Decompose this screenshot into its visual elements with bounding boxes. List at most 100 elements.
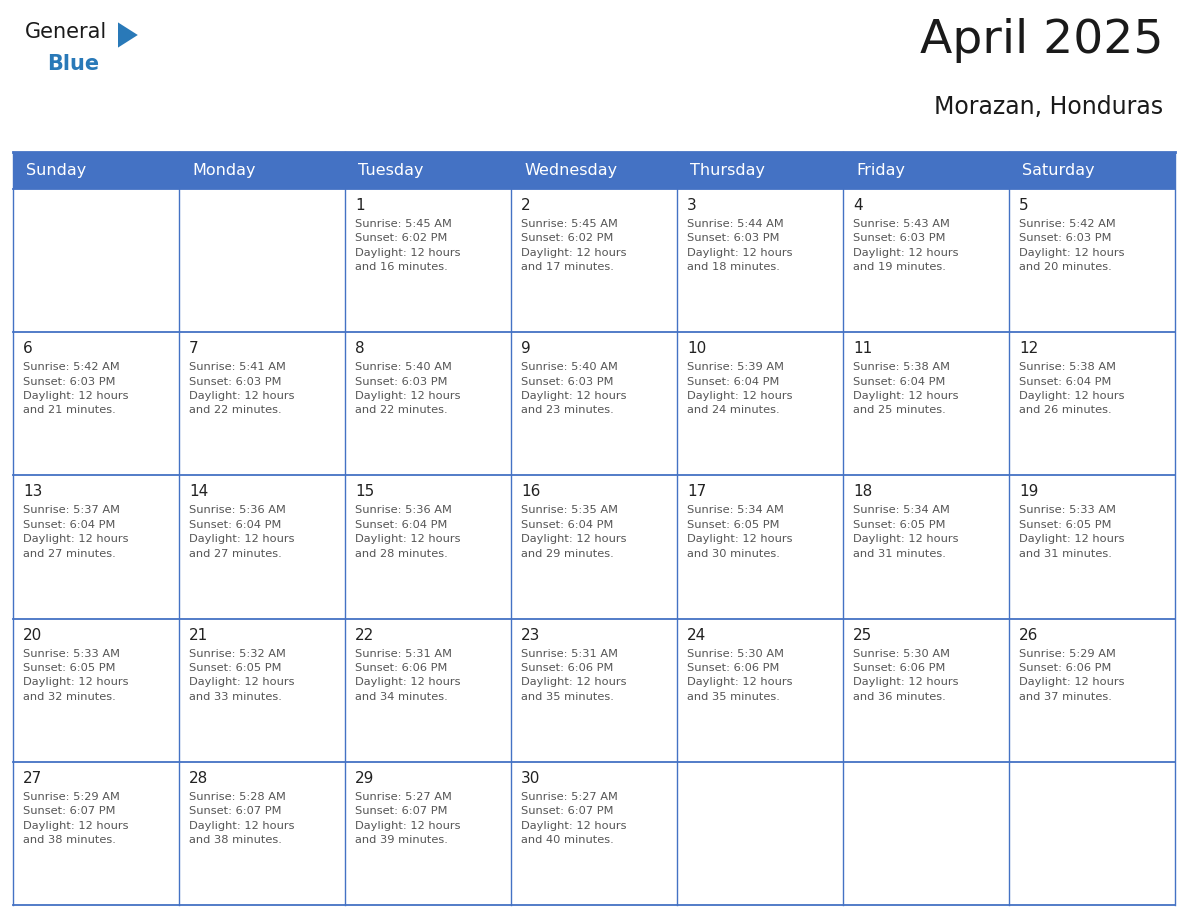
Text: Sunrise: 5:31 AM
Sunset: 6:06 PM
Daylight: 12 hours
and 35 minutes.: Sunrise: 5:31 AM Sunset: 6:06 PM Dayligh…: [522, 649, 626, 701]
Bar: [345, 762, 511, 905]
Text: Sunrise: 5:45 AM
Sunset: 6:02 PM
Daylight: 12 hours
and 16 minutes.: Sunrise: 5:45 AM Sunset: 6:02 PM Dayligh…: [355, 219, 461, 273]
Text: 8: 8: [355, 341, 365, 356]
Bar: [13, 152, 1175, 189]
Bar: [843, 476, 1009, 619]
Text: 2: 2: [522, 198, 531, 213]
Text: Sunrise: 5:40 AM
Sunset: 6:03 PM
Daylight: 12 hours
and 22 minutes.: Sunrise: 5:40 AM Sunset: 6:03 PM Dayligh…: [355, 363, 461, 416]
Bar: [1009, 762, 1175, 905]
Text: Sunrise: 5:29 AM
Sunset: 6:06 PM
Daylight: 12 hours
and 37 minutes.: Sunrise: 5:29 AM Sunset: 6:06 PM Dayligh…: [1019, 649, 1125, 701]
Bar: [843, 189, 1009, 332]
Text: Sunrise: 5:35 AM
Sunset: 6:04 PM
Daylight: 12 hours
and 29 minutes.: Sunrise: 5:35 AM Sunset: 6:04 PM Dayligh…: [522, 506, 626, 558]
Text: 29: 29: [355, 771, 374, 786]
Text: Sunrise: 5:28 AM
Sunset: 6:07 PM
Daylight: 12 hours
and 38 minutes.: Sunrise: 5:28 AM Sunset: 6:07 PM Dayligh…: [189, 792, 295, 845]
Text: Sunrise: 5:27 AM
Sunset: 6:07 PM
Daylight: 12 hours
and 39 minutes.: Sunrise: 5:27 AM Sunset: 6:07 PM Dayligh…: [355, 792, 461, 845]
Bar: [677, 476, 843, 619]
Text: Sunrise: 5:44 AM
Sunset: 6:03 PM
Daylight: 12 hours
and 18 minutes.: Sunrise: 5:44 AM Sunset: 6:03 PM Dayligh…: [687, 219, 792, 273]
Text: Sunrise: 5:45 AM
Sunset: 6:02 PM
Daylight: 12 hours
and 17 minutes.: Sunrise: 5:45 AM Sunset: 6:02 PM Dayligh…: [522, 219, 626, 273]
Bar: [179, 762, 345, 905]
Text: 22: 22: [355, 628, 374, 643]
Bar: [345, 476, 511, 619]
Bar: [13, 189, 179, 332]
Text: 28: 28: [189, 771, 208, 786]
Bar: [511, 189, 677, 332]
Text: General: General: [25, 22, 107, 42]
Text: 6: 6: [23, 341, 33, 356]
Text: Sunrise: 5:43 AM
Sunset: 6:03 PM
Daylight: 12 hours
and 19 minutes.: Sunrise: 5:43 AM Sunset: 6:03 PM Dayligh…: [853, 219, 959, 273]
Text: Wednesday: Wednesday: [524, 163, 617, 178]
Text: Sunrise: 5:27 AM
Sunset: 6:07 PM
Daylight: 12 hours
and 40 minutes.: Sunrise: 5:27 AM Sunset: 6:07 PM Dayligh…: [522, 792, 626, 845]
Text: 23: 23: [522, 628, 541, 643]
Text: 12: 12: [1019, 341, 1038, 356]
Bar: [1009, 332, 1175, 476]
Text: Saturday: Saturday: [1022, 163, 1094, 178]
Text: Sunrise: 5:36 AM
Sunset: 6:04 PM
Daylight: 12 hours
and 28 minutes.: Sunrise: 5:36 AM Sunset: 6:04 PM Dayligh…: [355, 506, 461, 558]
Text: 30: 30: [522, 771, 541, 786]
Text: Sunrise: 5:29 AM
Sunset: 6:07 PM
Daylight: 12 hours
and 38 minutes.: Sunrise: 5:29 AM Sunset: 6:07 PM Dayligh…: [23, 792, 128, 845]
Bar: [1009, 189, 1175, 332]
Text: 21: 21: [189, 628, 208, 643]
Bar: [179, 476, 345, 619]
Bar: [345, 619, 511, 762]
Bar: [179, 189, 345, 332]
Bar: [843, 619, 1009, 762]
Bar: [179, 332, 345, 476]
Text: 9: 9: [522, 341, 531, 356]
Text: 4: 4: [853, 198, 862, 213]
Text: Sunrise: 5:34 AM
Sunset: 6:05 PM
Daylight: 12 hours
and 30 minutes.: Sunrise: 5:34 AM Sunset: 6:05 PM Dayligh…: [687, 506, 792, 558]
Text: 17: 17: [687, 485, 706, 499]
Text: Sunrise: 5:40 AM
Sunset: 6:03 PM
Daylight: 12 hours
and 23 minutes.: Sunrise: 5:40 AM Sunset: 6:03 PM Dayligh…: [522, 363, 626, 416]
Text: 26: 26: [1019, 628, 1038, 643]
Text: Sunrise: 5:33 AM
Sunset: 6:05 PM
Daylight: 12 hours
and 32 minutes.: Sunrise: 5:33 AM Sunset: 6:05 PM Dayligh…: [23, 649, 128, 701]
Text: 11: 11: [853, 341, 872, 356]
Text: Sunrise: 5:42 AM
Sunset: 6:03 PM
Daylight: 12 hours
and 20 minutes.: Sunrise: 5:42 AM Sunset: 6:03 PM Dayligh…: [1019, 219, 1125, 273]
Text: Sunrise: 5:36 AM
Sunset: 6:04 PM
Daylight: 12 hours
and 27 minutes.: Sunrise: 5:36 AM Sunset: 6:04 PM Dayligh…: [189, 506, 295, 558]
Text: 19: 19: [1019, 485, 1038, 499]
Bar: [345, 189, 511, 332]
Text: 1: 1: [355, 198, 365, 213]
Text: Sunrise: 5:31 AM
Sunset: 6:06 PM
Daylight: 12 hours
and 34 minutes.: Sunrise: 5:31 AM Sunset: 6:06 PM Dayligh…: [355, 649, 461, 701]
Bar: [13, 476, 179, 619]
Text: April 2025: April 2025: [920, 18, 1163, 63]
Text: Sunrise: 5:37 AM
Sunset: 6:04 PM
Daylight: 12 hours
and 27 minutes.: Sunrise: 5:37 AM Sunset: 6:04 PM Dayligh…: [23, 506, 128, 558]
Text: 7: 7: [189, 341, 198, 356]
Bar: [1009, 476, 1175, 619]
Bar: [511, 762, 677, 905]
Text: 16: 16: [522, 485, 541, 499]
Text: Sunrise: 5:33 AM
Sunset: 6:05 PM
Daylight: 12 hours
and 31 minutes.: Sunrise: 5:33 AM Sunset: 6:05 PM Dayligh…: [1019, 506, 1125, 558]
Bar: [677, 189, 843, 332]
Text: Sunrise: 5:38 AM
Sunset: 6:04 PM
Daylight: 12 hours
and 26 minutes.: Sunrise: 5:38 AM Sunset: 6:04 PM Dayligh…: [1019, 363, 1125, 416]
Text: 24: 24: [687, 628, 706, 643]
Bar: [843, 332, 1009, 476]
Text: Sunrise: 5:41 AM
Sunset: 6:03 PM
Daylight: 12 hours
and 22 minutes.: Sunrise: 5:41 AM Sunset: 6:03 PM Dayligh…: [189, 363, 295, 416]
Bar: [13, 332, 179, 476]
Bar: [511, 476, 677, 619]
Bar: [345, 332, 511, 476]
Text: 20: 20: [23, 628, 43, 643]
Text: Sunrise: 5:34 AM
Sunset: 6:05 PM
Daylight: 12 hours
and 31 minutes.: Sunrise: 5:34 AM Sunset: 6:05 PM Dayligh…: [853, 506, 959, 558]
Polygon shape: [118, 22, 138, 48]
Text: 27: 27: [23, 771, 43, 786]
Bar: [511, 332, 677, 476]
Text: 13: 13: [23, 485, 43, 499]
Text: Sunrise: 5:32 AM
Sunset: 6:05 PM
Daylight: 12 hours
and 33 minutes.: Sunrise: 5:32 AM Sunset: 6:05 PM Dayligh…: [189, 649, 295, 701]
Text: 3: 3: [687, 198, 696, 213]
Text: Sunrise: 5:30 AM
Sunset: 6:06 PM
Daylight: 12 hours
and 35 minutes.: Sunrise: 5:30 AM Sunset: 6:06 PM Dayligh…: [687, 649, 792, 701]
Text: Sunrise: 5:39 AM
Sunset: 6:04 PM
Daylight: 12 hours
and 24 minutes.: Sunrise: 5:39 AM Sunset: 6:04 PM Dayligh…: [687, 363, 792, 416]
Bar: [677, 619, 843, 762]
Text: Morazan, Honduras: Morazan, Honduras: [934, 95, 1163, 119]
Text: Sunday: Sunday: [26, 163, 87, 178]
Text: 14: 14: [189, 485, 208, 499]
Text: 18: 18: [853, 485, 872, 499]
Text: Tuesday: Tuesday: [358, 163, 423, 178]
Bar: [13, 762, 179, 905]
Bar: [179, 619, 345, 762]
Text: Sunrise: 5:38 AM
Sunset: 6:04 PM
Daylight: 12 hours
and 25 minutes.: Sunrise: 5:38 AM Sunset: 6:04 PM Dayligh…: [853, 363, 959, 416]
Text: Sunrise: 5:30 AM
Sunset: 6:06 PM
Daylight: 12 hours
and 36 minutes.: Sunrise: 5:30 AM Sunset: 6:06 PM Dayligh…: [853, 649, 959, 701]
Bar: [843, 762, 1009, 905]
Text: Monday: Monday: [192, 163, 255, 178]
Text: 25: 25: [853, 628, 872, 643]
Bar: [511, 619, 677, 762]
Text: Blue: Blue: [48, 54, 99, 74]
Bar: [677, 332, 843, 476]
Bar: [677, 762, 843, 905]
